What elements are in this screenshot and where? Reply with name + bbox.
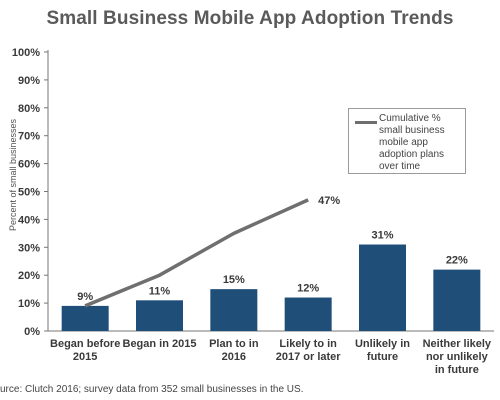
bar-data-label: 12% (297, 283, 319, 295)
x-category-label: Unlikely in (355, 338, 410, 350)
bar (433, 269, 481, 331)
bar (61, 305, 109, 331)
bar-data-label: 15% (223, 274, 245, 286)
y-tick-label: 30% (18, 242, 40, 254)
x-category-label: future (367, 351, 398, 363)
y-tick-label: 0% (24, 326, 40, 338)
y-tick-label: 50% (18, 187, 40, 199)
line-end-label: 47% (318, 195, 340, 207)
bar-data-label: 22% (446, 255, 468, 267)
x-category-label: Began before (50, 338, 120, 350)
x-category-label: Likely to in (279, 338, 337, 350)
y-tick-label: 90% (18, 75, 40, 87)
y-tick-label: 60% (18, 159, 40, 171)
y-tick-label: 80% (18, 103, 40, 115)
bar (210, 289, 258, 331)
y-tick-label: 70% (18, 131, 40, 143)
source-note: urce: Clutch 2016; survey data from 352 … (0, 384, 304, 395)
y-tick-label: 40% (18, 214, 40, 226)
bar (359, 244, 406, 331)
y-tick-label: 10% (18, 298, 40, 310)
bar (284, 297, 332, 331)
bar-data-label: 11% (149, 285, 171, 297)
y-tick-label: 20% (18, 270, 40, 282)
x-category-label: 2016 (222, 351, 246, 363)
bar-data-label: 9% (77, 291, 93, 303)
x-category-label: 2015 (73, 351, 97, 363)
x-category-label: nor unlikely (426, 351, 489, 363)
chart-title: Small Business Mobile App Adoption Trend… (46, 8, 454, 29)
bar (136, 300, 183, 331)
cumulative-line (84, 198, 309, 308)
x-category-label: Neither likely (423, 338, 492, 350)
y-tick-label: 100% (12, 47, 40, 59)
x-category-label: Began in 2015 (123, 338, 197, 350)
y-axis-label: Percent of small businesses (8, 118, 18, 232)
legend: Cumulative % small business mobile app a… (348, 108, 466, 174)
x-category-label: in future (435, 364, 479, 376)
bar-data-label: 31% (371, 230, 393, 242)
legend-line-swatch (355, 121, 377, 124)
x-category-label: Plan to in (209, 338, 259, 350)
x-category-label: 2017 or later (276, 351, 342, 363)
legend-label-cumulative: Cumulative % small business mobile app a… (379, 113, 445, 172)
